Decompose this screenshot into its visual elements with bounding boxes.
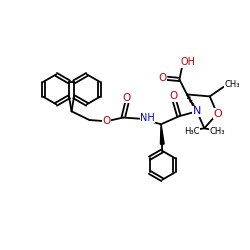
Text: H₃C: H₃C [184,127,200,136]
Polygon shape [160,124,164,144]
Text: O: O [158,73,167,83]
Text: O: O [123,93,131,103]
Text: NH: NH [140,112,155,122]
Text: OH: OH [180,57,196,67]
Text: CH₃: CH₃ [210,128,225,136]
Text: CH₃: CH₃ [224,80,240,89]
Text: O: O [102,116,110,126]
Text: N: N [193,106,201,116]
Text: O: O [170,92,178,102]
Text: O: O [214,109,222,119]
